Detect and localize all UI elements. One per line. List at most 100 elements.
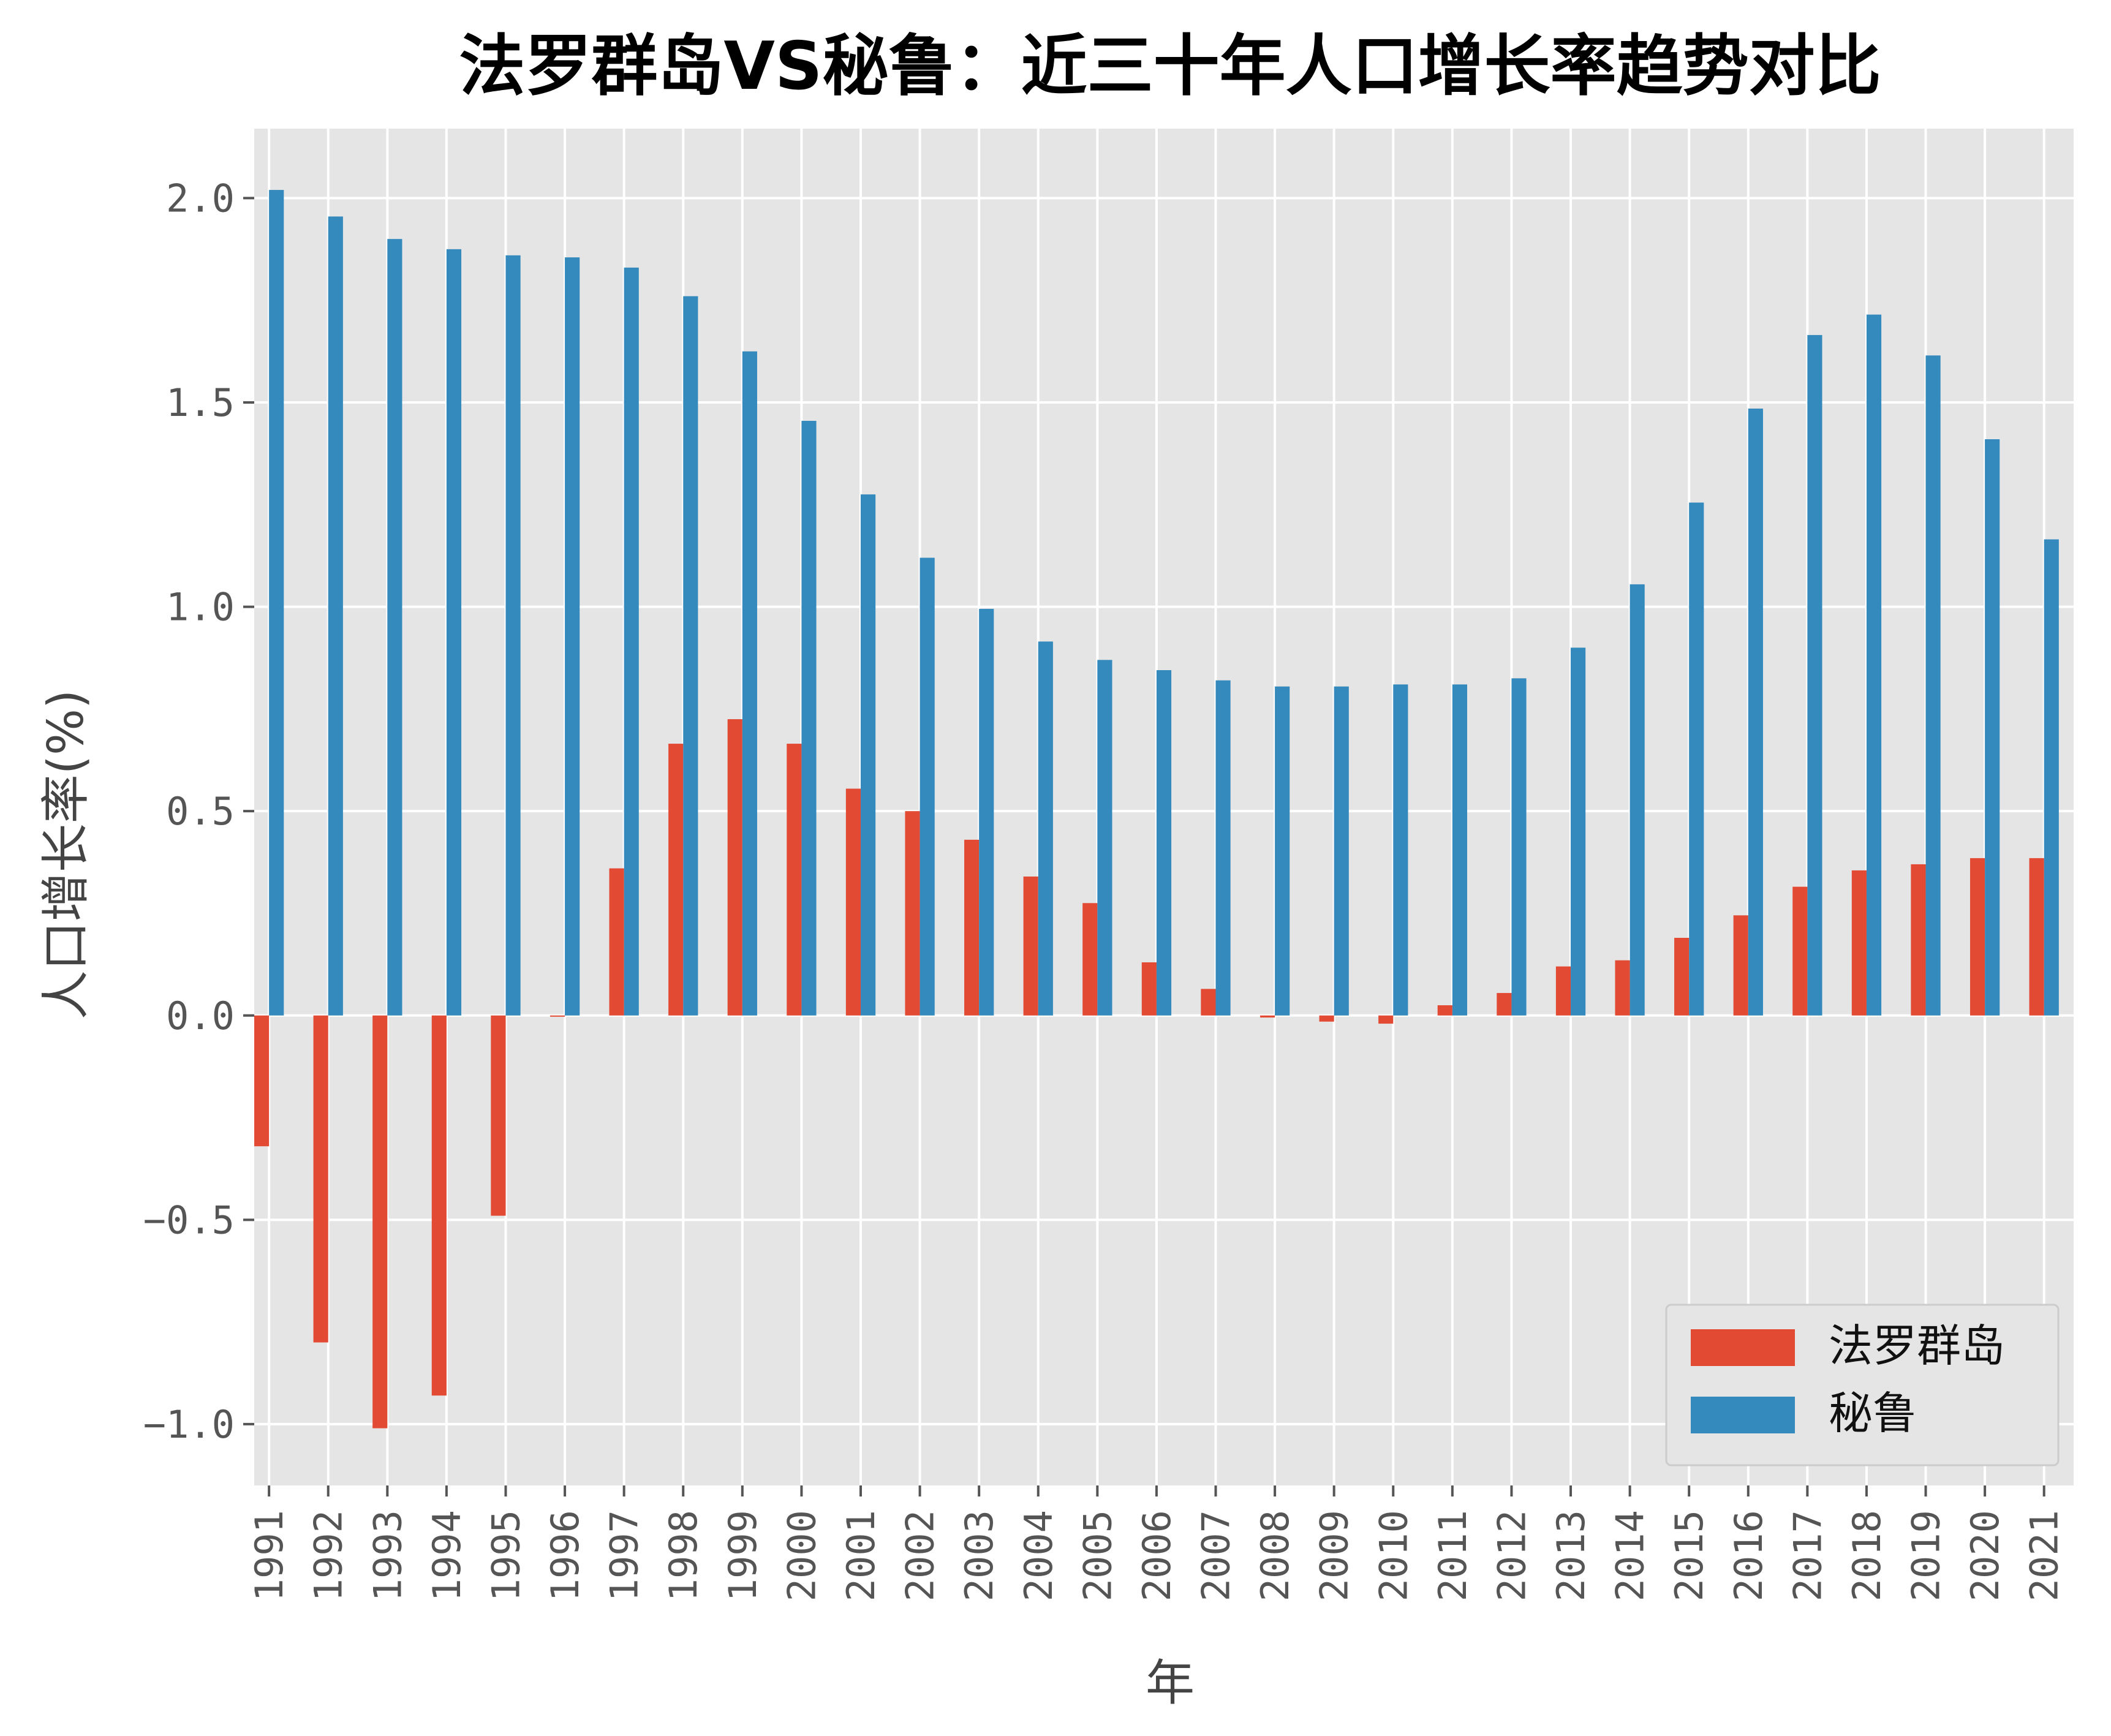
legend-label: 法罗群岛 (1829, 1320, 2005, 1372)
bar-series-1 (1038, 641, 1053, 1016)
bar-series-1 (624, 267, 639, 1016)
x-tick-label: 2016 (1726, 1510, 1771, 1601)
bar-series-0 (1378, 1015, 1394, 1024)
x-tick-label: 2019 (1904, 1510, 1949, 1601)
bar-series-1 (1748, 409, 1763, 1016)
bar-series-0 (727, 719, 742, 1016)
x-tick-label: 2011 (1430, 1510, 1475, 1601)
bar-series-0 (1969, 858, 1985, 1016)
bar-series-0 (1259, 1015, 1275, 1018)
bar-series-1 (1985, 439, 2000, 1016)
bar-series-0 (372, 1015, 388, 1428)
y-tick-label: −0.5 (143, 1198, 235, 1242)
legend-label: 秘鲁 (1829, 1387, 1917, 1439)
legend-swatch (1691, 1329, 1795, 1366)
bar-series-0 (1141, 962, 1157, 1016)
bar-series-0 (1082, 903, 1098, 1016)
bar-series-0 (1674, 937, 1690, 1016)
x-tick-label: 2000 (779, 1510, 824, 1601)
bar-series-1 (801, 421, 817, 1016)
x-axis-title: 年 (1146, 1655, 1195, 1711)
bar-series-0 (1733, 915, 1748, 1016)
x-tick-label: 1999 (720, 1510, 765, 1601)
bar-series-1 (1334, 686, 1349, 1016)
bar-series-1 (446, 249, 462, 1016)
bar-series-0 (1792, 886, 1808, 1016)
bar-series-0 (964, 839, 980, 1016)
x-tick-label: 2010 (1371, 1510, 1416, 1601)
x-tick-label: 2005 (1075, 1510, 1120, 1601)
bar-series-0 (549, 1015, 565, 1017)
x-tick-label: 2020 (1963, 1510, 2007, 1601)
bar-series-1 (1630, 584, 1645, 1016)
bar-series-0 (254, 1015, 270, 1147)
y-tick-label: 1.5 (166, 380, 235, 425)
bar-series-0 (1497, 993, 1512, 1016)
x-tick-label: 2012 (1489, 1510, 1534, 1601)
bar-series-1 (861, 494, 876, 1016)
x-tick-label: 1991 (247, 1510, 292, 1601)
bar-series-1 (565, 257, 580, 1016)
x-tick-label: 1995 (483, 1510, 528, 1601)
x-tick-label: 2015 (1667, 1510, 1712, 1601)
bar-series-0 (905, 811, 920, 1016)
x-tick-label: 1993 (365, 1510, 410, 1601)
bar-series-1 (1511, 678, 1527, 1016)
x-tick-label: 2014 (1608, 1510, 1653, 1601)
bar-series-1 (979, 608, 994, 1016)
x-tick-label: 2013 (1549, 1510, 1593, 1601)
x-tick-label: 2018 (1845, 1510, 1889, 1601)
x-tick-label: 2006 (1135, 1510, 1179, 1601)
y-tick-label: −1.0 (143, 1402, 235, 1447)
plot-area: −1.0 −0.5 0.0 0.5 1.0 1.5 2.0 1991 1992 1993 1994 1… (143, 129, 2074, 1601)
bar-series-0 (668, 744, 684, 1016)
bar-series-0 (1437, 1005, 1452, 1016)
bar-series-0 (1851, 870, 1867, 1016)
bar-series-1 (387, 239, 402, 1016)
bar-series-1 (683, 296, 698, 1016)
bar-series-1 (1215, 680, 1231, 1016)
chart-title: 法罗群岛VS秘鲁：近三十年人口增长率趋势对比 (459, 28, 1881, 105)
y-axis-title: 人口增长率(%) (37, 690, 94, 1019)
bar-series-0 (313, 1015, 328, 1343)
x-tick-label: 2004 (1016, 1510, 1061, 1601)
bar-series-1 (1156, 670, 1172, 1016)
bar-series-0 (1023, 876, 1038, 1016)
bar-series-1 (505, 255, 521, 1016)
bar-series-0 (845, 788, 861, 1016)
x-tick-label: 1994 (425, 1510, 469, 1601)
x-tick-label: 2002 (898, 1510, 943, 1601)
bar-series-0 (1319, 1015, 1334, 1022)
x-tick-label: 2008 (1253, 1510, 1297, 1601)
bar-series-1 (920, 557, 935, 1016)
bar-series-1 (1925, 355, 1941, 1016)
x-tick-label: 2001 (839, 1510, 883, 1601)
bar-series-0 (787, 744, 802, 1016)
x-tick-label: 1998 (661, 1510, 706, 1601)
x-tick-label: 2021 (2022, 1510, 2067, 1601)
bar-series-0 (491, 1015, 506, 1216)
x-tick-label: 1992 (306, 1510, 351, 1601)
legend-swatch (1691, 1397, 1795, 1433)
bar-series-1 (1393, 684, 1408, 1016)
bar-series-1 (328, 216, 343, 1016)
x-tick-label: 1996 (543, 1510, 587, 1601)
bar-series-1 (1097, 660, 1112, 1016)
bar-series-0 (431, 1015, 447, 1396)
bar-series-1 (1689, 502, 1704, 1016)
bar-series-0 (1911, 864, 1926, 1016)
y-tick-label: 0.5 (166, 789, 235, 834)
y-tick-label: 0.0 (166, 994, 235, 1038)
bar-series-0 (1201, 989, 1216, 1016)
bar-series-1 (1807, 334, 1822, 1016)
x-tick-label: 2017 (1785, 1510, 1830, 1601)
bar-series-1 (742, 351, 757, 1016)
y-tick-label: 1.0 (166, 585, 235, 630)
bar-series-1 (1275, 686, 1290, 1016)
x-tick-label: 2003 (957, 1510, 1002, 1601)
bar-series-0 (1615, 960, 1630, 1016)
bar-series-0 (2029, 858, 2044, 1016)
